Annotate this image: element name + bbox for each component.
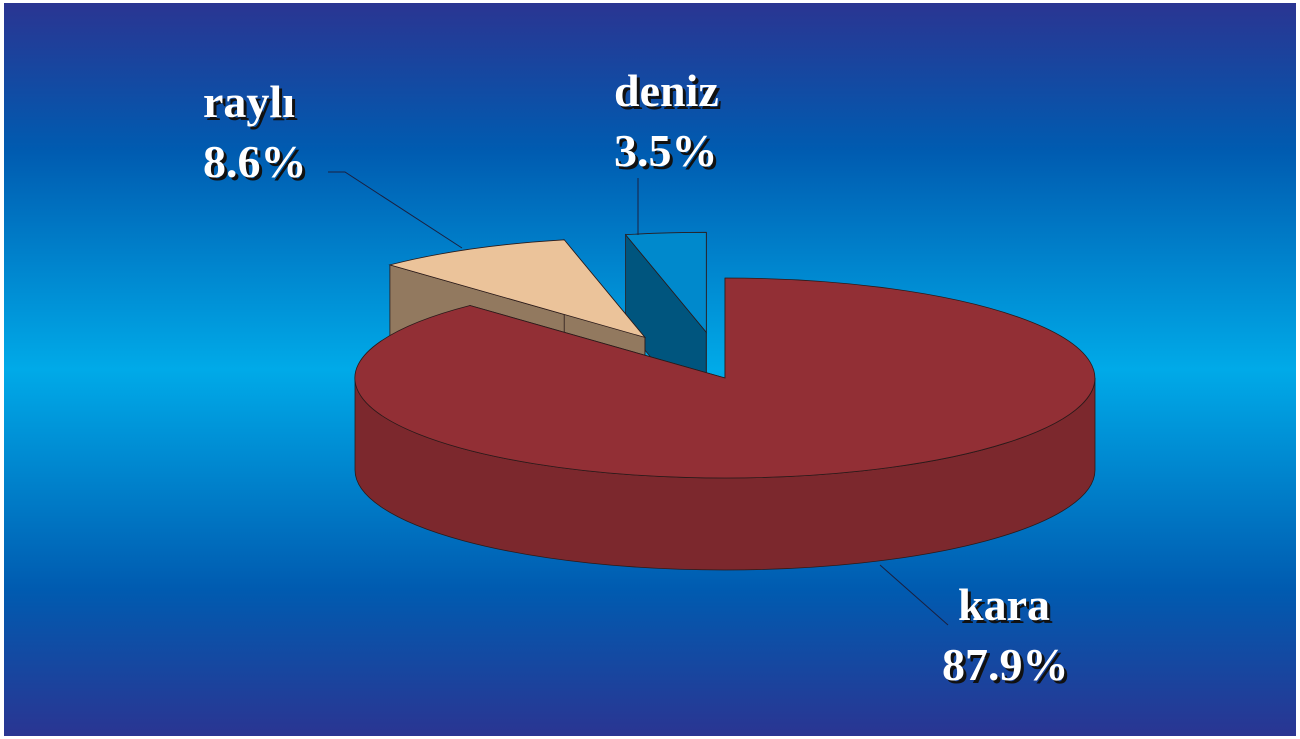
slice-name: deniz — [614, 65, 719, 116]
leader-line — [328, 171, 463, 249]
slice-value-label: 87.9% — [942, 639, 1069, 690]
leader-line — [879, 564, 949, 626]
slice — [354, 277, 1096, 479]
slice-name: kara — [958, 579, 1050, 630]
slice — [624, 231, 707, 334]
slice — [388, 239, 647, 339]
slice-name: raylı — [203, 76, 295, 127]
pie — [354, 231, 1096, 571]
labels: kara 87.9% raylı 8.6% deniz 3.5% — [203, 65, 1069, 690]
slice-value-label: 3.5% — [614, 125, 718, 176]
slice-value-label: 8.6% — [203, 136, 307, 187]
